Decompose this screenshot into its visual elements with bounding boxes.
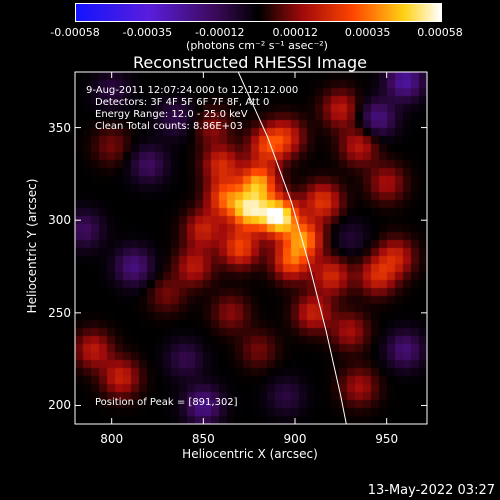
y-axis-label: Heliocentric Y (arcsec) [25,178,39,314]
x-tick-label: 950 [375,432,399,446]
colorbar-tick-label: -0.00035 [122,26,173,39]
y-tick-label: 350 [48,120,71,135]
x-tick-label: 850 [191,432,215,446]
colorbar-tick-label: 0.00035 [344,26,391,39]
solar-limb-line [237,71,347,425]
colorbar-tick-label: 0.00058 [417,26,463,39]
colorbar-tick-label: 0.00012 [272,26,319,39]
y-tick-label: 300 [48,213,71,228]
annotation-detectors: Detectors: 3F 4F 5F 6F 7F 8F, Att 0 [95,97,270,108]
colorbar-units-label: (photons cm⁻² s⁻¹ asec⁻²) [186,39,328,52]
annotation-time-range: 9-Aug-2011 12:07:24.000 to 12:12:12.000 [86,85,299,96]
x-tick-label: 800 [100,432,124,446]
colorbar-tick-label: -0.00012 [195,26,245,39]
annotation-peak-position: Position of Peak = [891,302] [95,397,238,408]
y-tick-label: 250 [48,305,71,320]
chart-title: Reconstructed RHESSI Image [133,53,367,72]
x-axis-label: Heliocentric X (arcsec) [182,447,318,461]
colorbar [75,3,442,22]
colorbar-gradient [76,4,441,21]
x-tick-label: 900 [283,432,307,446]
date-stamp: 13-May-2022 03:27 [367,483,495,498]
annotation-clean-counts: Clean Total counts: 8.86E+03 [95,121,243,132]
plot-frame [74,71,428,425]
annotation-energy-range: Energy Range: 12.0 - 25.0 keV [95,109,248,120]
heatmap-image [75,72,427,424]
y-tick-label: 200 [48,398,71,413]
colorbar-tick-label: -0.00058 [50,26,100,39]
